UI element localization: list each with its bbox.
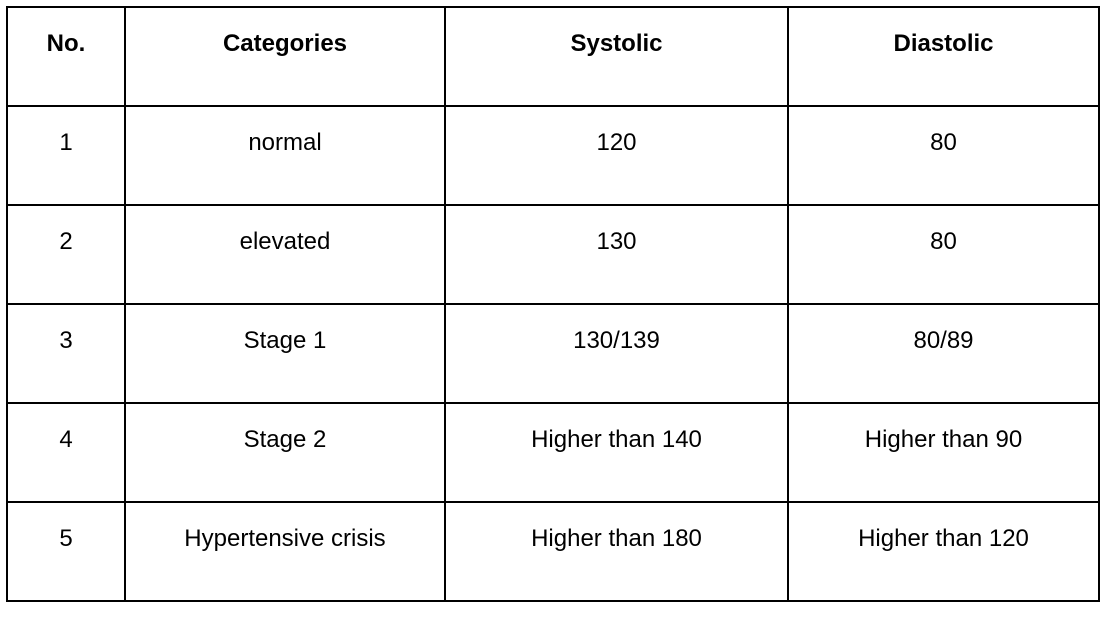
table-row: 1 normal 120 80	[6, 105, 1100, 206]
cell-category: Stage 2	[124, 402, 446, 503]
table-row: 4 Stage 2 Higher than 140 Higher than 90	[6, 402, 1100, 503]
cell-text: 130	[596, 228, 637, 255]
cell-no: 2	[6, 204, 126, 305]
header-systolic-label: Systolic	[570, 30, 663, 57]
cell-text: Stage 2	[243, 426, 327, 453]
cell-no: 4	[6, 402, 126, 503]
cell-text: 130/139	[573, 327, 660, 354]
cell-diastolic: 80/89	[787, 303, 1100, 404]
cell-text: 80	[930, 129, 957, 156]
cell-text: Hypertensive crisis	[184, 525, 386, 552]
cell-text: Higher than 180	[531, 525, 702, 552]
header-diastolic: Diastolic	[787, 6, 1100, 107]
header-systolic: Systolic	[444, 6, 789, 107]
cell-category: elevated	[124, 204, 446, 305]
cell-no: 5	[6, 501, 126, 602]
cell-no: 3	[6, 303, 126, 404]
cell-systolic: 120	[444, 105, 789, 206]
cell-systolic: 130	[444, 204, 789, 305]
cell-text: normal	[248, 129, 322, 156]
cell-text: Stage 1	[243, 327, 327, 354]
cell-text: 80	[930, 228, 957, 255]
cell-text: 80/89	[913, 327, 974, 354]
header-categories-label: Categories	[222, 30, 348, 57]
cell-text: Higher than 140	[531, 426, 702, 453]
cell-text: 3	[59, 327, 73, 354]
cell-text: elevated	[239, 228, 331, 255]
table-header-row: No. Categories Systolic Diastolic	[6, 6, 1100, 107]
cell-category: Stage 1	[124, 303, 446, 404]
cell-diastolic: 80	[787, 105, 1100, 206]
cell-text: 5	[59, 525, 73, 552]
cell-systolic: 130/139	[444, 303, 789, 404]
cell-text: 2	[59, 228, 73, 255]
cell-systolic: Higher than 140	[444, 402, 789, 503]
table-row: 2 elevated 130 80	[6, 204, 1100, 305]
cell-diastolic: 80	[787, 204, 1100, 305]
cell-category: Hypertensive crisis	[124, 501, 446, 602]
cell-text: Higher than 90	[864, 426, 1023, 453]
cell-text: Higher than 120	[858, 525, 1029, 552]
table-row: 5 Hypertensive crisis Higher than 180 Hi…	[6, 501, 1100, 602]
cell-text: 120	[596, 129, 637, 156]
table-row: 3 Stage 1 130/139 80/89	[6, 303, 1100, 404]
cell-category: normal	[124, 105, 446, 206]
header-categories: Categories	[124, 6, 446, 107]
cell-systolic: Higher than 180	[444, 501, 789, 602]
header-no: No.	[6, 6, 126, 107]
header-no-label: No.	[46, 30, 86, 57]
cell-text: 4	[59, 426, 73, 453]
cell-diastolic: Higher than 120	[787, 501, 1100, 602]
cell-diastolic: Higher than 90	[787, 402, 1100, 503]
header-diastolic-label: Diastolic	[893, 30, 994, 57]
cell-text: 1	[59, 129, 73, 156]
cell-no: 1	[6, 105, 126, 206]
blood-pressure-table: No. Categories Systolic Diastolic 1 norm…	[6, 6, 1100, 602]
